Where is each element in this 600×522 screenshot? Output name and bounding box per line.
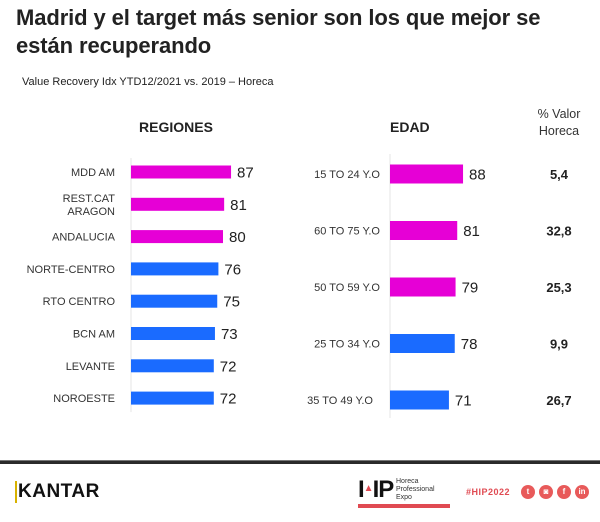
hip-word-expo: Expo (396, 494, 412, 501)
hashtag: #HIP2022 (466, 487, 511, 497)
regiones-value-label-1: 81 (230, 197, 247, 214)
edad-value-label-3: 78 (461, 336, 478, 353)
edad-bar-2 (390, 277, 456, 297)
edad-bar-4 (390, 390, 449, 410)
page-title: Madrid y el target más senior son los qu… (16, 5, 541, 58)
regiones-bar-6 (131, 359, 214, 373)
regiones-chart-title: REGIONES (139, 119, 213, 135)
regiones-value-label-6: 72 (220, 358, 237, 375)
regiones-value-label-4: 75 (223, 294, 240, 311)
regiones-value-label-7: 72 (220, 391, 237, 408)
regiones-category-label-5: BCN AM (73, 329, 115, 341)
regiones-value-label-3: 76 (224, 261, 241, 278)
facebook-icon[interactable]: f (557, 485, 571, 499)
pct-valor-value-0: 5,4 (550, 167, 569, 182)
pct-valor-value-2: 25,3 (546, 280, 571, 295)
edad-category-label-1: 60 TO 75 Y.O (314, 226, 380, 238)
pct-valor-value-1: 32,8 (546, 224, 571, 239)
regiones-bar-2 (131, 230, 223, 244)
hip-word-horeca: Horeca (396, 478, 419, 485)
hip-logo: I▲IP Horeca Professional Expo (358, 478, 460, 510)
regiones-category-label-1: ARAGON (67, 206, 115, 218)
pct-valor-value-3: 9,9 (550, 337, 568, 352)
regiones-value-label-0: 87 (237, 165, 254, 182)
edad-category-label-3: 25 TO 34 Y.O (314, 339, 380, 351)
edad-value-label-0: 88 (469, 167, 486, 184)
regiones-category-label-1: REST.CAT (63, 193, 116, 205)
edad-value-label-2: 79 (462, 280, 479, 297)
edad-bar-3 (390, 334, 455, 353)
footer-divider (0, 460, 600, 464)
twitter-icon[interactable]: t (521, 485, 535, 499)
pct-valor-header-line1: % Valor (537, 107, 581, 121)
kantar-logo-rest: ANTAR (32, 481, 100, 502)
regiones-bar-7 (131, 391, 214, 405)
chart-subtitle: Value Recovery Idx YTD12/2021 vs. 2019 –… (22, 76, 274, 88)
regiones-value-label-2: 80 (229, 229, 246, 246)
edad-category-label-2: 50 TO 59 Y.O (314, 282, 380, 294)
edad-bar-1 (390, 221, 458, 240)
regiones-category-label-3: NORTE-CENTRO (27, 264, 116, 276)
edad-value-label-1: 81 (463, 223, 480, 240)
regiones-bar-4 (131, 294, 218, 308)
regiones-category-label-6: LEVANTE (66, 361, 115, 373)
edad-chart-title: EDAD (390, 119, 430, 135)
regiones-category-label-0: MDD AM (71, 167, 115, 179)
hip-logo-band (358, 504, 450, 508)
linkedin-icon[interactable]: in (575, 485, 589, 499)
regiones-category-label-2: ANDALUCIA (52, 232, 116, 244)
regiones-bar-0 (131, 165, 232, 179)
pct-valor-value-4: 26,7 (546, 393, 571, 408)
regiones-category-label-7: NOROESTE (53, 393, 115, 405)
regiones-bar-5 (131, 327, 215, 340)
regiones-category-label-4: RTO CENTRO (43, 296, 116, 308)
edad-value-label-4: 71 (455, 393, 472, 410)
pct-valor-header-line2: Horeca (538, 124, 580, 138)
hip-logo-words: Horeca Professional Expo (396, 478, 435, 502)
edad-category-label-0: 15 TO 24 Y.O (314, 169, 380, 181)
instagram-icon[interactable]: ◙ (539, 485, 553, 499)
edad-bar-0 (390, 164, 464, 184)
regiones-value-label-5: 73 (221, 326, 238, 343)
hip-word-professional: Professional (396, 486, 435, 493)
edad-category-label-4: 35 TO 49 Y.O (307, 395, 373, 407)
regiones-bar-3 (131, 262, 219, 276)
regiones-bar-1 (131, 197, 225, 211)
hip-logo-letters: I▲IP (358, 476, 394, 503)
kantar-logo: KANTAR (15, 481, 100, 503)
pct-valor-header: % Valor Horeca (528, 106, 590, 140)
